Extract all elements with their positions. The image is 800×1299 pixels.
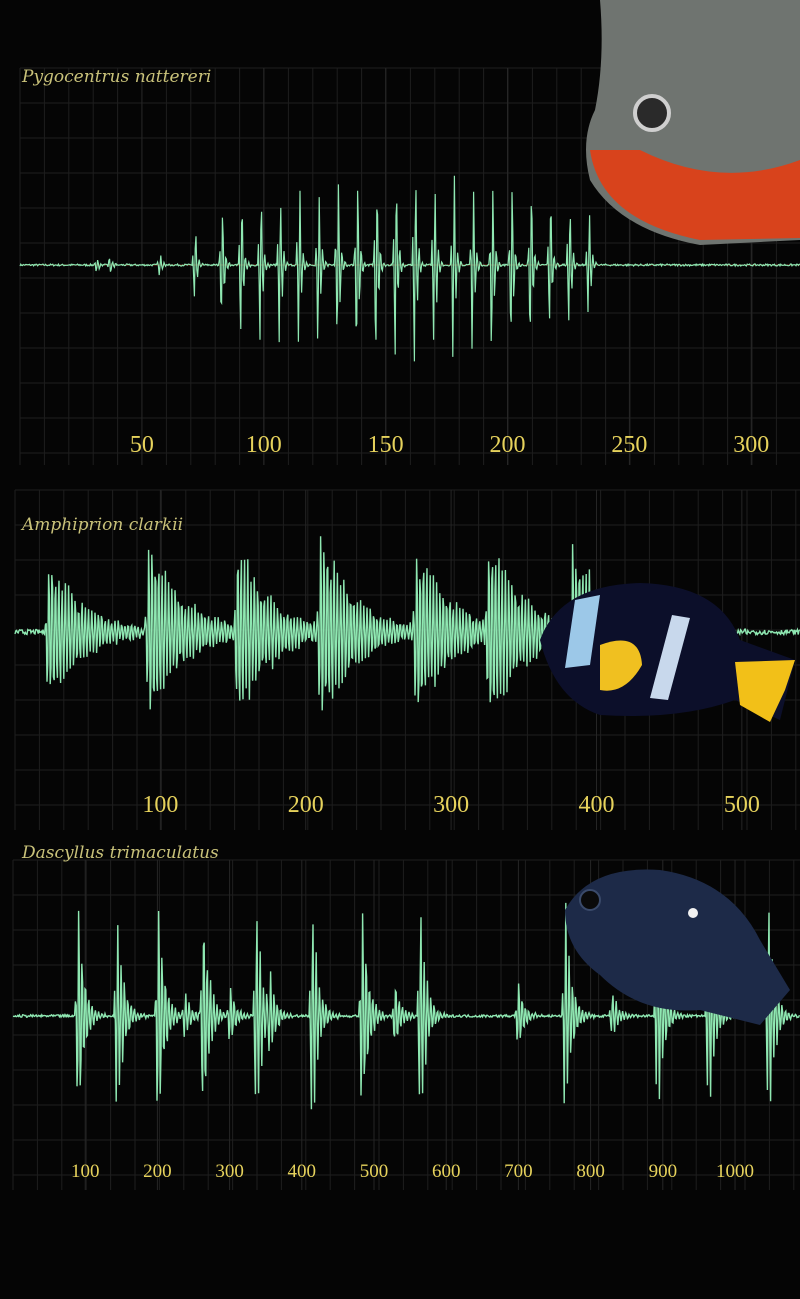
- x-tick-label: 400: [288, 1161, 317, 1182]
- x-tick-label: 500: [724, 792, 760, 818]
- x-tick-label: 150: [368, 432, 404, 458]
- x-tick-label: 300: [733, 432, 769, 458]
- figure: 50 100 150 200 250 300 Pygocentrus nattereri 10…: [0, 0, 800, 1299]
- x-tick-label: 800: [576, 1161, 605, 1182]
- x-tick-label: 250: [611, 432, 647, 458]
- x-tick-label: 900: [649, 1161, 678, 1182]
- damselfish-eye: [580, 890, 600, 910]
- x-tick-label: 200: [143, 1161, 172, 1182]
- x-tick-label: 600: [432, 1161, 461, 1182]
- x-tick-label: 100: [246, 432, 282, 458]
- species-title: Amphiprion clarkii: [20, 515, 183, 535]
- x-tick-label: 200: [490, 432, 526, 458]
- x-tick-label: 100: [142, 792, 178, 818]
- x-tick-label: 700: [504, 1161, 533, 1182]
- species-title: Dascyllus trimaculatus: [21, 843, 219, 863]
- x-tick-label: 400: [578, 792, 614, 818]
- species-title: Pygocentrus nattereri: [21, 67, 211, 87]
- x-tick-label: 300: [215, 1161, 244, 1182]
- piranha-eye: [635, 96, 669, 130]
- x-tick-label: 500: [360, 1161, 389, 1182]
- x-tick-label: 100: [71, 1161, 100, 1182]
- x-tick-label: 1000: [716, 1161, 754, 1182]
- damselfish-spot: [688, 908, 698, 918]
- x-tick-label: 50: [130, 432, 154, 458]
- x-tick-label: 300: [433, 792, 469, 818]
- x-tick-label: 200: [288, 792, 324, 818]
